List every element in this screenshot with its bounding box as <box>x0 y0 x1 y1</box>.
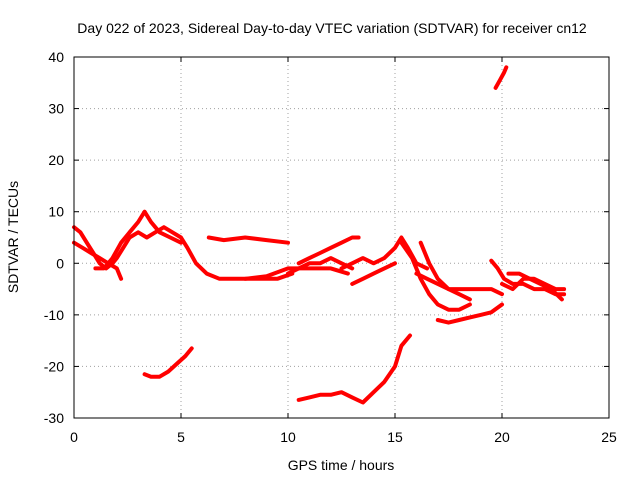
y-tick-label: 20 <box>48 152 64 168</box>
y-tick-label: 0 <box>56 255 64 271</box>
y-tick-label: 10 <box>48 204 64 220</box>
series-track-7 <box>286 256 355 276</box>
series-track-4 <box>142 346 194 379</box>
y-tick-label: -20 <box>44 358 64 374</box>
grid <box>74 57 609 418</box>
x-tick-label: 0 <box>70 429 78 445</box>
plot-frame <box>73 56 610 419</box>
series-track-13 <box>414 271 504 297</box>
x-tick-label: 5 <box>177 429 185 445</box>
y-tick-label: -30 <box>44 410 64 426</box>
series-layer <box>72 65 567 405</box>
series-track-19 <box>493 65 509 90</box>
series-track-10 <box>350 261 397 286</box>
x-axis-label: GPS time / hours <box>288 457 395 473</box>
series-track-12 <box>399 240 472 312</box>
y-axis-label: SDTVAR / TECUs <box>5 181 21 293</box>
series-track-18 <box>506 271 564 302</box>
ticks: 0 5 10 15 20 25 -30 -20 -10 0 10 20 30 40 <box>44 49 617 445</box>
x-tick-label: 10 <box>280 429 296 445</box>
chart-title: Day 022 of 2023, Sidereal Day-to-day VTE… <box>77 20 587 36</box>
y-tick-label: 40 <box>48 49 64 65</box>
series-track-15 <box>435 302 504 325</box>
series-track-5 <box>206 235 290 245</box>
x-tick-label: 15 <box>387 429 403 445</box>
series-track-14 <box>418 240 472 302</box>
series-track-3 <box>93 209 183 271</box>
series-track-8 <box>296 235 361 266</box>
y-tick-label: -10 <box>44 307 64 323</box>
y-tick-label: 30 <box>48 101 64 117</box>
x-tick-label: 25 <box>601 429 617 445</box>
series-track-11 <box>296 333 412 405</box>
series-track-1 <box>72 225 295 281</box>
x-tick-label: 20 <box>494 429 510 445</box>
series-track-2 <box>72 240 124 281</box>
